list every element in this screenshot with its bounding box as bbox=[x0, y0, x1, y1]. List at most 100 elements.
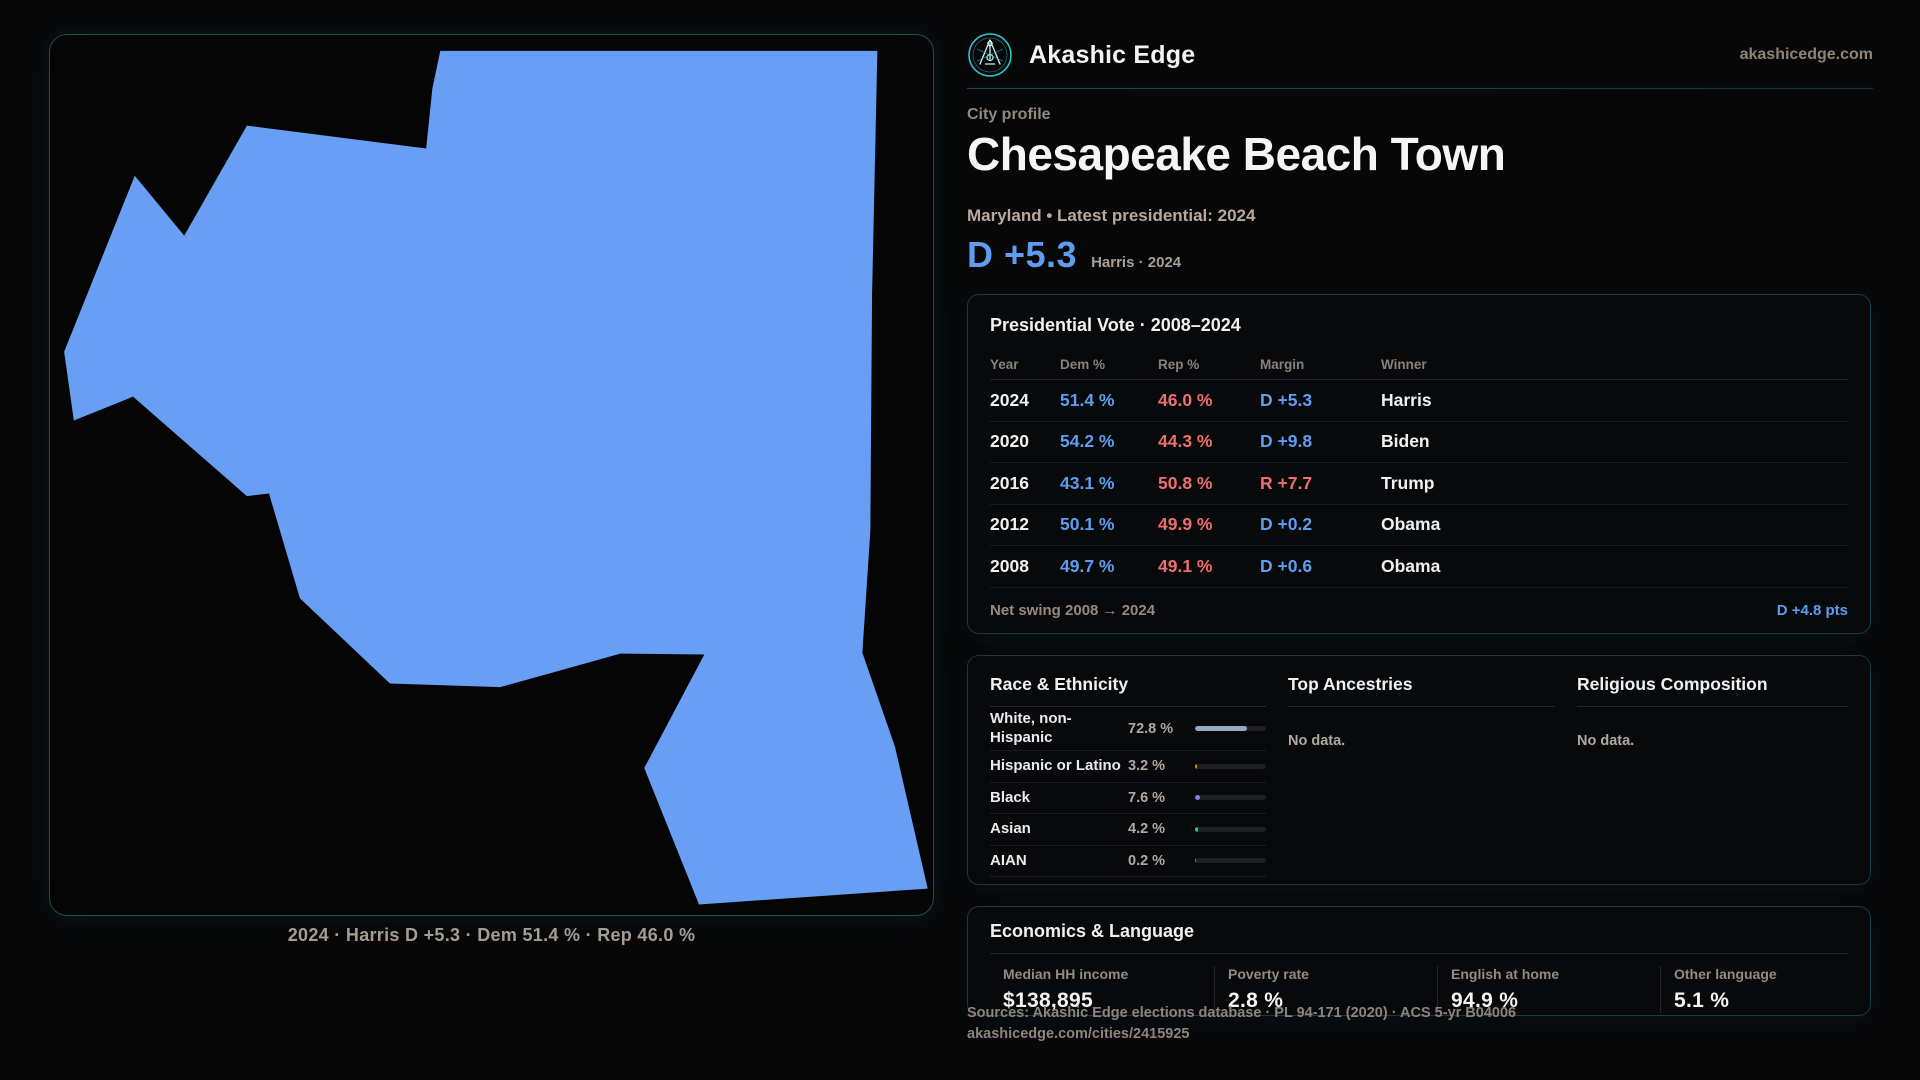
winner-cell: Harris bbox=[1381, 389, 1432, 410]
economics-stats-row: Median HH income $138,895 Poverty rate 2… bbox=[990, 966, 1848, 1013]
race-section-title: Race & Ethnicity bbox=[990, 674, 1129, 694]
list-item: Asian 4.2 % bbox=[990, 814, 1266, 846]
table-row: 2012 50.1 % 49.9 % D +0.2 Obama bbox=[990, 505, 1848, 546]
list-item: Hispanic or Latino 3.2 % bbox=[990, 751, 1266, 783]
dem-cell: 43.1 % bbox=[1060, 472, 1115, 493]
race-value: 72.8 % bbox=[1128, 720, 1174, 737]
net-swing-row: Net swing 2008 → 2024 D +4.8 pts bbox=[990, 588, 1848, 619]
headline-margin-value: D +5.3 bbox=[967, 234, 1078, 275]
race-bar bbox=[1195, 858, 1266, 864]
stat-label: English at home bbox=[1451, 966, 1560, 982]
town-map-card bbox=[49, 34, 934, 916]
sources-footer: Sources: Akashic Edge elections database… bbox=[967, 1003, 1516, 1045]
rep-cell: 44.3 % bbox=[1158, 431, 1213, 452]
race-bar bbox=[1195, 826, 1266, 832]
divider bbox=[990, 706, 1266, 707]
race-value: 4.2 % bbox=[1128, 821, 1166, 838]
net-swing-value: D +4.8 pts bbox=[1776, 601, 1848, 619]
col-dem: Dem % bbox=[1060, 357, 1106, 372]
ancestries-section-title: Top Ancestries bbox=[1288, 674, 1413, 694]
stat-label: Other language bbox=[1674, 966, 1777, 982]
table-row: 2024 51.4 % 46.0 % D +5.3 Harris bbox=[990, 380, 1848, 422]
margin-cell: D +5.3 bbox=[1260, 389, 1313, 410]
headline-margin-subtext: Harris · 2024 bbox=[1091, 254, 1182, 271]
page-title: Chesapeake Beach Town bbox=[967, 128, 1506, 180]
presidential-vote-card: Presidential Vote · 2008–2024 Year Dem %… bbox=[967, 294, 1871, 634]
year-cell: 2008 bbox=[990, 555, 1029, 576]
brand-name: Akashic Edge bbox=[1029, 40, 1196, 69]
map-caption: 2024 · Harris D +5.3 · Dem 51.4 % · Rep … bbox=[287, 925, 696, 945]
col-winner: Winner bbox=[1381, 357, 1427, 372]
col-year: Year bbox=[990, 357, 1019, 372]
race-value: 7.6 % bbox=[1128, 789, 1166, 806]
table-row: 2020 54.2 % 44.3 % D +9.8 Biden bbox=[990, 422, 1848, 463]
stat-value: 94.9 % bbox=[1451, 989, 1519, 1012]
rep-cell: 46.0 % bbox=[1158, 389, 1213, 410]
rep-cell: 49.1 % bbox=[1158, 555, 1213, 576]
race-value: 0.2 % bbox=[1128, 852, 1166, 869]
table-row: 2008 49.7 % 49.1 % D +0.6 Obama bbox=[990, 546, 1848, 588]
stat-label: Median HH income bbox=[1003, 966, 1129, 982]
stat-other-language: Other language 5.1 % bbox=[1660, 966, 1848, 1013]
winner-cell: Obama bbox=[1381, 514, 1441, 535]
winner-cell: Trump bbox=[1381, 472, 1435, 493]
dem-cell: 51.4 % bbox=[1060, 389, 1115, 410]
ancestries-section: Top Ancestries No data. bbox=[1288, 674, 1577, 877]
akashic-edge-logo-icon bbox=[968, 33, 1012, 77]
rep-cell: 50.8 % bbox=[1158, 472, 1213, 493]
stat-value: 5.1 % bbox=[1674, 989, 1730, 1012]
brand-domain-link[interactable]: akashicedge.com bbox=[1739, 46, 1873, 63]
town-boundary-map bbox=[64, 50, 928, 905]
list-item: White, non-Hispanic 72.8 % bbox=[990, 707, 1266, 751]
year-cell: 2012 bbox=[990, 514, 1029, 535]
economics-card: Economics & Language Median HH income $1… bbox=[967, 906, 1871, 1016]
divider bbox=[1288, 706, 1555, 707]
list-item: AIAN 0.2 % bbox=[990, 846, 1266, 877]
margin-cell: D +0.6 bbox=[1260, 555, 1313, 576]
margin-cell: R +7.7 bbox=[1260, 472, 1313, 493]
race-bar bbox=[1195, 726, 1266, 731]
vote-table-title: Presidential Vote · 2008–2024 bbox=[990, 315, 1241, 335]
winner-cell: Obama bbox=[1381, 555, 1441, 576]
year-cell: 2024 bbox=[990, 389, 1029, 410]
margin-cell: D +9.8 bbox=[1260, 431, 1313, 452]
economics-title: Economics & Language bbox=[990, 921, 1195, 941]
stat-median-income: Median HH income $138,895 bbox=[990, 966, 1214, 1013]
race-bar bbox=[1195, 795, 1266, 801]
race-label: Asian bbox=[990, 820, 1031, 838]
race-bar-fill bbox=[1195, 726, 1247, 731]
margin-cell: D +0.2 bbox=[1260, 514, 1313, 535]
race-bar bbox=[1195, 763, 1266, 769]
list-item: Black 7.6 % bbox=[990, 783, 1266, 814]
winner-cell: Biden bbox=[1381, 431, 1430, 452]
stat-english-at-home: English at home 94.9 % bbox=[1437, 966, 1660, 1013]
town-boundary-polygon bbox=[64, 50, 928, 905]
table-row: 2016 43.1 % 50.8 % R +7.7 Trump bbox=[990, 463, 1848, 505]
sources-line: Sources: Akashic Edge elections database… bbox=[967, 1005, 1517, 1021]
stat-value: $138,895 bbox=[1003, 989, 1093, 1012]
headline-margin-row: D +5.3 Harris · 2024 bbox=[967, 234, 1181, 276]
demographics-card: Race & Ethnicity White, non-Hispanic 72.… bbox=[967, 655, 1871, 885]
sources-url[interactable]: akashicedge.com/cities/2415925 bbox=[967, 1026, 1190, 1042]
race-label: Black bbox=[990, 788, 1031, 806]
vote-table-header-row: Year Dem % Rep % Margin Winner bbox=[990, 350, 1848, 380]
race-bar-fill bbox=[1195, 795, 1201, 801]
col-rep: Rep % bbox=[1158, 357, 1200, 372]
dem-cell: 49.7 % bbox=[1060, 555, 1115, 576]
religion-empty-state: No data. bbox=[1577, 733, 1635, 749]
race-label: Hispanic or Latino bbox=[990, 757, 1121, 775]
race-label: White, non-Hispanic bbox=[990, 710, 1072, 746]
race-bar-fill bbox=[1195, 763, 1198, 769]
race-ethnicity-section: Race & Ethnicity White, non-Hispanic 72.… bbox=[990, 674, 1288, 877]
religion-section: Religious Composition No data. bbox=[1577, 674, 1848, 877]
dem-cell: 50.1 % bbox=[1060, 514, 1115, 535]
religion-section-title: Religious Composition bbox=[1577, 674, 1768, 694]
race-bar-fill bbox=[1195, 826, 1198, 832]
divider bbox=[990, 953, 1848, 954]
right-panel: Akashic Edge akashicedge.com City profil… bbox=[967, 0, 1873, 1080]
net-swing-label: Net swing 2008 → 2024 bbox=[990, 601, 1156, 619]
rep-cell: 49.9 % bbox=[1158, 514, 1213, 535]
stat-value: 2.8 % bbox=[1228, 989, 1284, 1012]
stat-poverty-rate: Poverty rate 2.8 % bbox=[1214, 966, 1437, 1013]
